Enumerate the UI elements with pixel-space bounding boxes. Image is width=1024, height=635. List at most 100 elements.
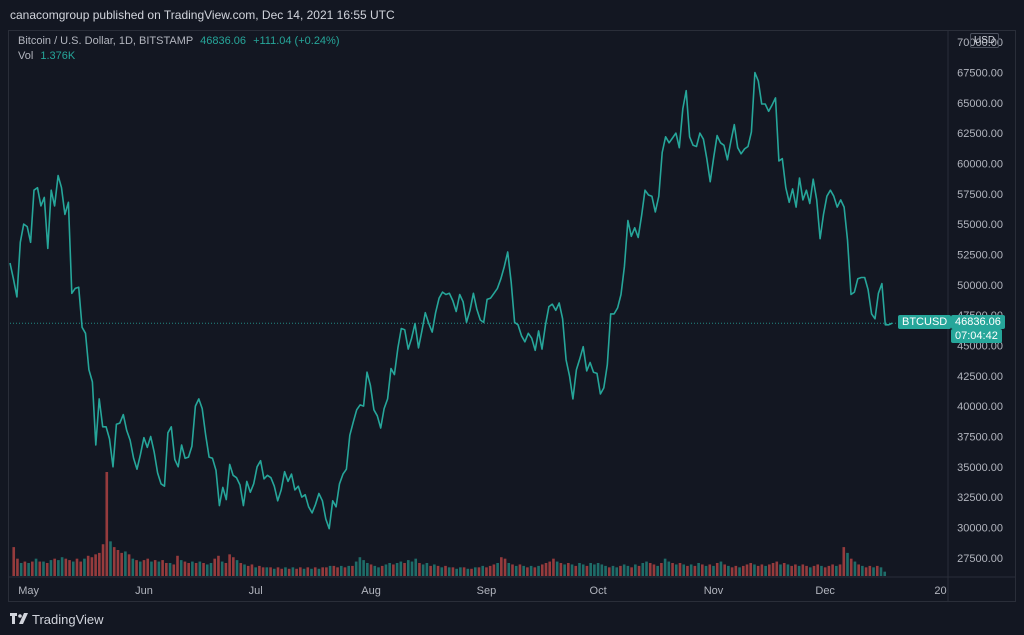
volume-bar: [846, 552, 849, 576]
volume-bar: [645, 561, 648, 576]
volume-bar: [537, 565, 540, 576]
volume-bar: [667, 561, 671, 576]
volume-bar: [433, 564, 436, 576]
volume-bar: [135, 560, 138, 576]
volume-bar: [373, 565, 377, 576]
y-tick-label: 40000.00: [957, 401, 1003, 413]
volume-bar: [313, 567, 317, 576]
volume-bar: [183, 561, 187, 576]
volume-bar: [768, 564, 771, 576]
volume-bar: [849, 558, 853, 576]
volume-bar: [354, 561, 358, 576]
volume-bar: [161, 560, 164, 576]
volume-bar: [708, 564, 712, 576]
volume-bar: [124, 551, 127, 576]
volume-bar: [522, 565, 525, 576]
volume-bar: [473, 567, 477, 576]
volume-bar: [820, 565, 823, 576]
currency-button[interactable]: USD: [970, 33, 1000, 48]
volume-bar: [332, 565, 336, 576]
price-change-value: +111.04 (+0.24%): [253, 35, 340, 47]
volume-bar: [239, 563, 243, 576]
volume-bar: [619, 565, 622, 576]
volume-bar: [578, 563, 581, 576]
volume-bar: [34, 558, 38, 576]
x-tick-label: Oct: [590, 585, 607, 597]
volume-bar: [287, 568, 291, 576]
volume-bar: [295, 568, 298, 576]
volume-bar: [23, 561, 27, 576]
volume-bar: [600, 564, 604, 576]
volume-bar: [812, 565, 816, 576]
volume-bar: [53, 558, 56, 576]
volume-bar: [284, 567, 287, 576]
volume-bar: [187, 563, 190, 576]
volume-bar: [79, 561, 83, 576]
volume-bar: [202, 563, 205, 576]
volume-bar: [622, 564, 626, 576]
volume-bar: [217, 555, 220, 576]
volume-bar: [299, 567, 302, 576]
volume-bar: [302, 568, 306, 576]
volume-bar: [697, 563, 700, 576]
volume-bar: [753, 564, 756, 576]
symbol-name: Bitcoin / U.S. Dollar, 1D, BITSTAMP: [18, 35, 194, 47]
legend-symbol-row: Bitcoin / U.S. Dollar, 1D, BITSTAMP 4683…: [18, 34, 340, 49]
volume-bar: [868, 565, 872, 576]
volume-bar: [570, 564, 574, 576]
chart-panel[interactable]: [8, 30, 1016, 602]
volume-bar: [380, 565, 384, 576]
volume-bar: [727, 565, 730, 576]
volume-bar: [421, 564, 425, 576]
volume-bar: [552, 558, 555, 576]
y-tick-label: 35000.00: [957, 462, 1003, 474]
volume-bar: [637, 565, 641, 576]
volume-bar: [57, 560, 60, 576]
volume-bar: [377, 567, 380, 576]
bar-countdown-label: 07:04:42: [951, 329, 1002, 344]
volume-bar: [254, 567, 257, 576]
volume-bar: [94, 554, 97, 576]
volume-bar: [38, 561, 42, 576]
volume-bar: [179, 560, 183, 576]
volume-bar: [808, 567, 812, 576]
volume-bar: [782, 563, 786, 576]
volume-bar: [109, 541, 112, 576]
publisher-header: canacomgroup published on TradingView.co…: [0, 0, 1024, 30]
volume-bar: [310, 568, 313, 576]
volume-bar: [362, 560, 365, 576]
volume-bar: [153, 560, 157, 576]
volume-bar: [641, 563, 645, 576]
brand-name: TradingView: [32, 611, 104, 627]
volume-bar: [596, 563, 600, 576]
volume-bar: [496, 563, 499, 576]
volume-bar: [142, 560, 146, 576]
volume-bar: [488, 565, 492, 576]
volume-bar: [351, 565, 354, 576]
volume-bar: [42, 561, 45, 576]
volume-bar: [71, 561, 75, 576]
volume-bar: [730, 567, 734, 576]
y-axis: 27500.00 30000.00 32500.00 35000.00 37500.00…: [8, 30, 1016, 601]
legend-volume-row: Vol 1.376K: [18, 49, 340, 64]
volume-bar: [842, 547, 846, 576]
volume-bar: [634, 564, 637, 576]
y-tick-label: 37500.00: [957, 431, 1003, 443]
volume-bar: [336, 567, 339, 576]
volume-bar: [831, 564, 834, 576]
volume-bar: [626, 565, 630, 576]
volume-bar: [574, 565, 578, 576]
volume-bar: [529, 565, 533, 576]
volume-bar: [291, 567, 295, 576]
tradingview-branding[interactable]: TradingView: [10, 608, 104, 630]
y-tick-label: 67500.00: [957, 67, 1003, 79]
volume-bar: [864, 567, 868, 576]
volume-bar: [507, 563, 511, 576]
volume-bar: [213, 558, 217, 576]
volume-bar: [764, 565, 767, 576]
volume-bar: [771, 563, 775, 576]
y-tick-label: 57500.00: [957, 189, 1003, 201]
volume-bar: [760, 564, 764, 576]
volume-bar: [540, 564, 544, 576]
